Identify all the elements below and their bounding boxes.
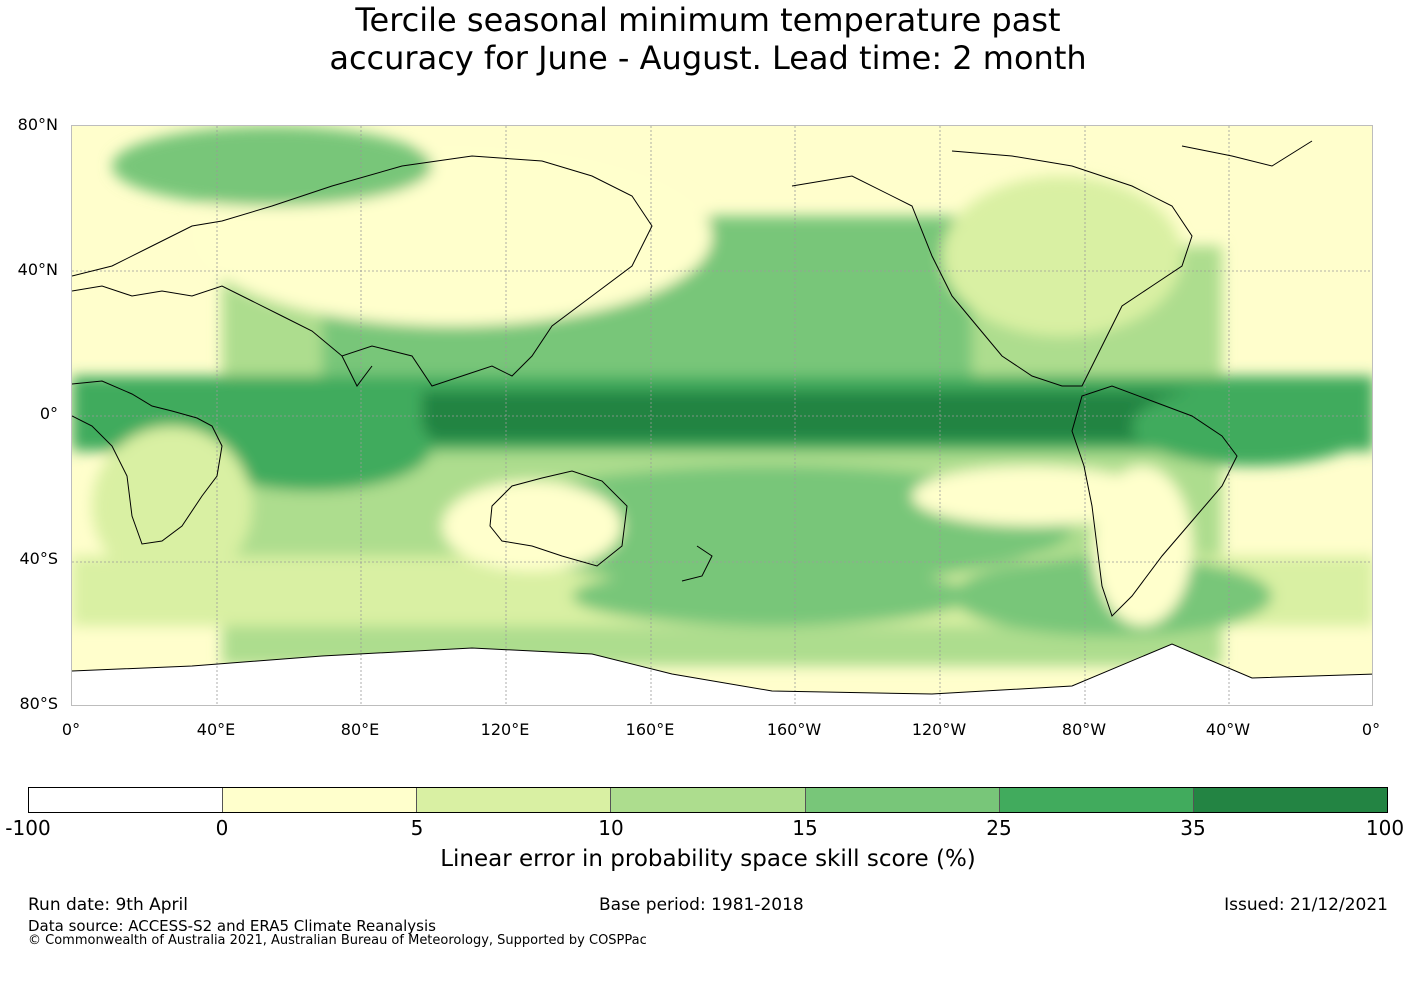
colorbar-tick: 25 xyxy=(986,816,1012,840)
colorbar-tick: -100 xyxy=(5,816,51,840)
lon-label-160e: 160°E xyxy=(625,720,675,739)
antarctica-region xyxy=(72,644,1372,705)
lon-label-40w: 40°W xyxy=(1205,720,1251,739)
lat-label-40n: 40°N xyxy=(17,260,58,279)
lat-label-40s: 40°S xyxy=(19,549,58,568)
title-line-2: accuracy for June - August. Lead time: 2… xyxy=(329,39,1087,77)
coast-north-america xyxy=(791,150,1193,387)
colorbar-tick: 100 xyxy=(1365,816,1405,840)
coast-india xyxy=(341,355,373,387)
coast-new-zealand xyxy=(681,545,713,582)
lon-label-120w: 120°W xyxy=(911,720,967,739)
base-period: Base period: 1981-2018 xyxy=(599,895,804,915)
colorbar-segment-35-100 xyxy=(1193,788,1387,812)
coast-greenland xyxy=(1181,140,1313,167)
colorbar-tick: 5 xyxy=(410,816,424,840)
colorbar-segment-10-15 xyxy=(611,788,806,812)
coast-australia xyxy=(489,470,628,567)
data-source: Data source: ACCESS-S2 and ERA5 Climate … xyxy=(28,917,436,935)
colorbar-segment-5-10 xyxy=(417,788,612,812)
lon-label-0-right: 0° xyxy=(1361,720,1381,739)
lon-label-0: 0° xyxy=(61,720,81,739)
colorbar-tick: 35 xyxy=(1180,816,1206,840)
lon-label-80w: 80°W xyxy=(1061,720,1107,739)
lat-label-80s: 80°S xyxy=(19,694,58,713)
lat-label-80n: 80°N xyxy=(17,115,58,134)
colorbar-tick: 15 xyxy=(792,816,818,840)
colorbar-segment-0-5 xyxy=(223,788,418,812)
coast-eurasia xyxy=(72,155,653,387)
skill-field xyxy=(72,126,1372,666)
title-line-1: Tercile seasonal minimum temperature pas… xyxy=(355,1,1061,39)
copyright: © Commonwealth of Australia 2021, Austra… xyxy=(28,933,647,948)
colorbar-tick: 0 xyxy=(215,816,229,840)
colorbar-segment-15-25 xyxy=(805,788,1000,812)
map-canvas xyxy=(72,126,1372,705)
coast-antarctica xyxy=(72,643,1372,695)
coast-south-america xyxy=(1071,385,1238,617)
coastlines xyxy=(72,140,1372,695)
lon-label-80e: 80°E xyxy=(340,720,380,739)
lon-label-120e: 120°E xyxy=(480,720,530,739)
colorbar-segment-25-35 xyxy=(999,788,1194,812)
colorbar-tick: 10 xyxy=(598,816,624,840)
skill-score-map xyxy=(71,125,1373,706)
issued-date: Issued: 21/12/2021 xyxy=(1224,895,1388,915)
colorbar xyxy=(28,787,1388,813)
lon-label-40e: 40°E xyxy=(196,720,236,739)
coast-africa xyxy=(72,380,223,545)
run-date: Run date: 9th April xyxy=(28,895,188,915)
lat-label-0: 0° xyxy=(39,404,58,423)
lon-label-160w: 160°W xyxy=(766,720,822,739)
colorbar-label: Linear error in probability space skill … xyxy=(440,846,976,872)
colorbar-segment-neg100-0 xyxy=(29,788,224,812)
